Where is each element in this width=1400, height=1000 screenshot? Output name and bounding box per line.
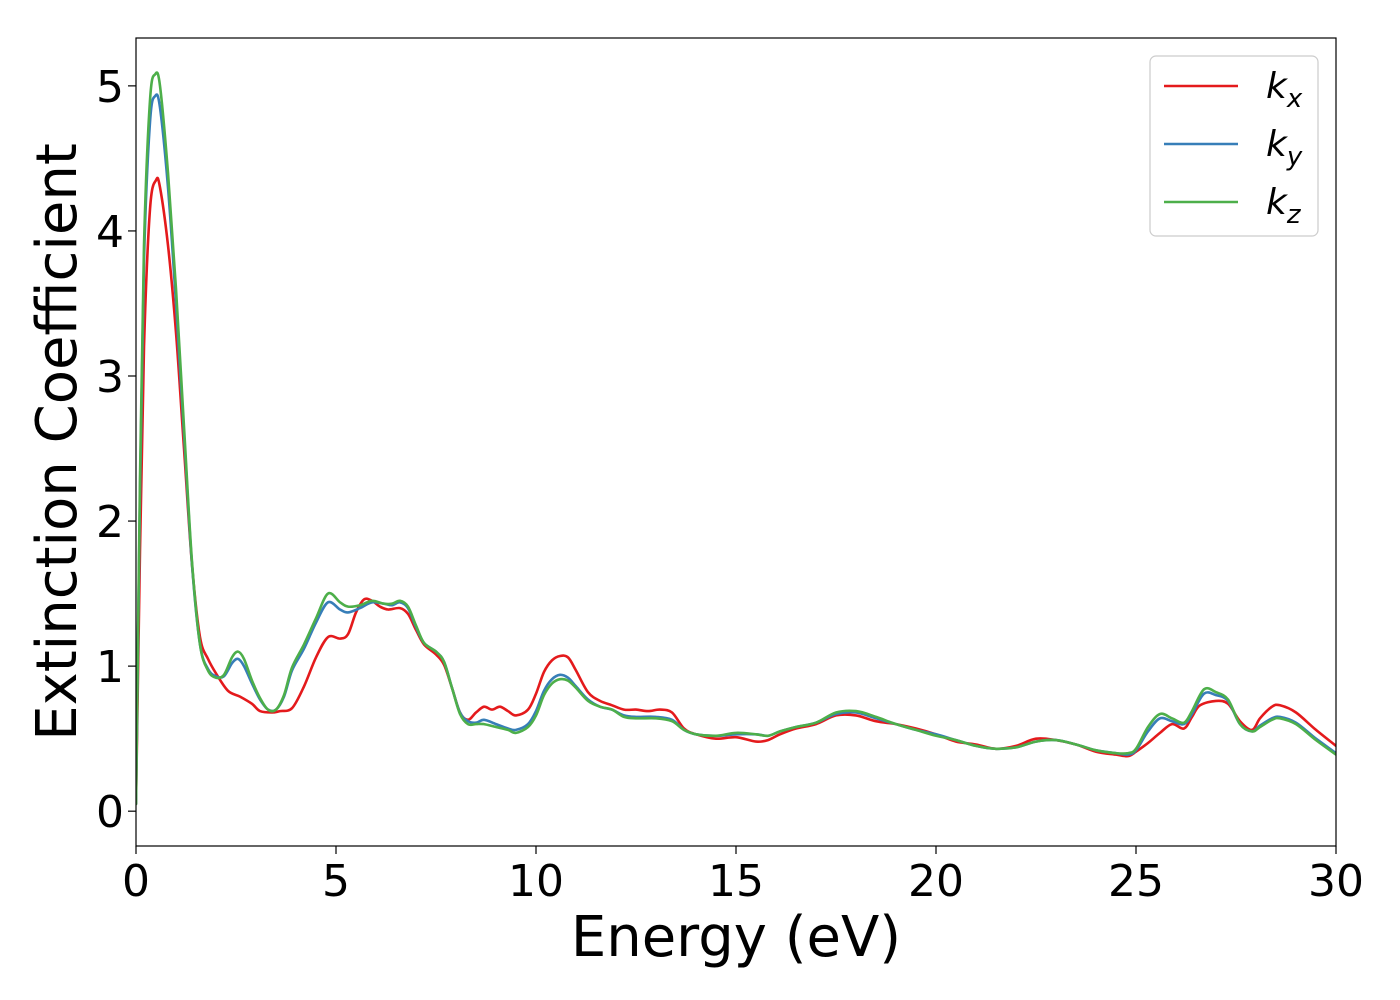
legend-label-kz: kz: [1266, 182, 1302, 230]
x-tick-label: 5: [322, 856, 350, 907]
legend-label-kx: kx: [1266, 66, 1303, 114]
series-layer: [136, 71, 1336, 806]
y-tick-label: 3: [96, 352, 124, 403]
y-tick-label: 2: [96, 497, 124, 548]
y-tick-label: 1: [96, 642, 124, 693]
x-tick-label: 10: [508, 856, 564, 907]
x-axis-title: Energy (eV): [571, 905, 901, 970]
legend-label-base: k: [1266, 66, 1289, 107]
x-axis: 0 5 10 15 20 25 30: [122, 846, 1364, 907]
y-tick-label: 0: [96, 787, 124, 838]
series-line-kz: [136, 71, 1336, 806]
legend-label-subscript: y: [1286, 142, 1303, 172]
y-axis: 0 1 2 3 4 5: [96, 62, 136, 838]
x-tick-label: 30: [1308, 856, 1364, 907]
legend-label-base: k: [1266, 124, 1289, 165]
series-line-kx: [136, 176, 1336, 806]
legend-label-base: k: [1266, 182, 1289, 223]
y-axis-title: Extinction Coefficient: [25, 143, 90, 741]
legend-label-subscript: z: [1286, 200, 1302, 230]
x-tick-label: 15: [708, 856, 764, 907]
x-tick-label: 25: [1108, 856, 1164, 907]
y-tick-label: 5: [96, 62, 124, 113]
legend-label-subscript: x: [1286, 84, 1303, 114]
legend-label-ky: ky: [1266, 124, 1303, 172]
x-tick-label: 0: [122, 856, 150, 907]
x-tick-label: 20: [908, 856, 964, 907]
legend-box: [1149, 55, 1319, 237]
y-tick-label: 4: [96, 207, 124, 258]
